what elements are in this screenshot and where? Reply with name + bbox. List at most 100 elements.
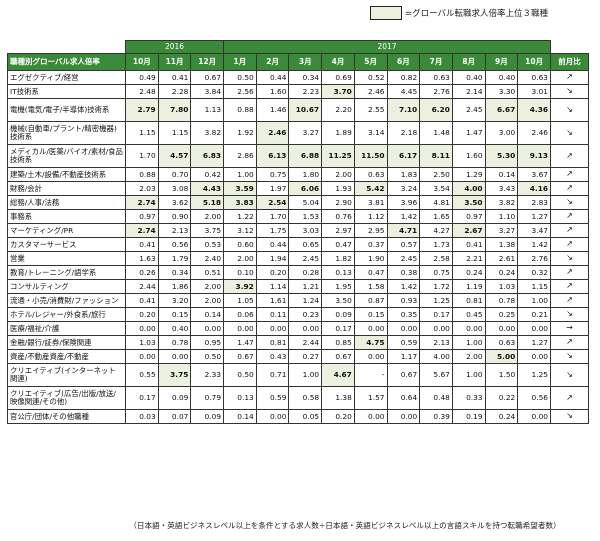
trend-arrow-icon: ↗ [550,237,589,252]
ratio-cell: 0.56 [157,237,192,252]
ratio-cell: 4.36 [517,98,551,122]
ratio-cell: 1.42 [386,279,421,294]
ratio-cell: 0.40 [451,70,486,85]
job-category-cell: 機械(自動車/プラント/精密機器)技術系 [7,121,126,145]
ratio-cell: 1.03 [125,335,159,350]
ratio-cell: 0.39 [419,409,453,424]
ratio-cell: 0.41 [125,293,159,308]
month-header: 1月 [223,53,257,71]
table-row: IT技術系 2.48 2.28 3.84 2.56 1.60 2.23 3.70 2.46 4.4… [7,84,589,99]
footnote: （日本語・英語ビジネスレベル以上を条件とする求人数÷日本語・英語ビジネスレベル以… [129,521,561,530]
table-row: クリエイティブ(インターネット関連) 0.55 3.75 2.33 0.50 0.71 1.… [7,363,589,387]
ratio-cell: 1.90 [353,251,388,266]
ratio-cell: 1.05 [223,293,257,308]
ratio-cell: 3.43 [484,181,519,196]
ratio-cell: 3.01 [517,84,551,99]
ratio-cell: 6.17 [386,144,421,168]
ratio-cell: 2.03 [125,181,159,196]
ratio-cell: 3.30 [484,84,519,99]
job-category-cell: カスタマーサービス [7,237,126,252]
table-row: コンサルティング 2.44 1.86 2.00 3.92 1.14 1.21 1.95 1.58… [7,279,589,294]
ratio-cell: 1.93 [321,181,355,196]
job-category-cell: 事務系 [7,209,126,224]
ratio-cell: 0.41 [451,237,486,252]
ratio-cell: 0.88 [125,167,159,182]
ratio-cell: 10.67 [288,98,323,122]
ratio-cell: 1.12 [353,209,388,224]
table-row: 官公庁/団体/その他職種 0.03 0.07 0.09 0.14 0.00 0.05 0.20… [7,409,589,424]
ratio-cell: 0.13 [223,386,257,410]
job-category-cell: 建築/土木/設備/不動産技術系 [7,167,126,182]
trend-arrow-icon: ↘ [550,349,589,364]
ratio-cell: 0.93 [386,293,421,308]
ratio-cell: 0.00 [419,321,453,336]
ratio-cell: 1.75 [255,223,290,238]
table-row: 資産/不動産資産/不動産 0.00 0.00 0.50 0.67 0.43 0.27 0.67… [7,349,589,364]
table-row: ホテル/レジャー/外食系/旅行 0.20 0.15 0.14 0.06 0.11 0.23 0… [7,307,589,322]
ratio-cell: 0.32 [517,265,551,280]
table-row: 機械(自動車/プラント/精密機器)技術系 1.15 1.15 3.82 1.92 2.46… [7,121,589,145]
month-header: 11月 [157,53,192,71]
table-row: カスタマーサービス 0.41 0.56 0.53 0.60 0.44 0.65 0.47 0.3… [7,237,589,252]
ratio-cell: 11.25 [321,144,355,168]
ratio-cell: 0.26 [125,265,159,280]
ratio-cell: 4.57 [157,144,192,168]
ratio-cell: 4.00 [451,181,486,196]
ratio-cell: 6.20 [419,98,453,122]
ratio-cell: 3.24 [386,181,421,196]
ratio-cell: 0.00 [386,409,421,424]
ratio-cell: 2.86 [223,144,257,168]
ratio-cell: 1.80 [288,167,323,182]
trend-arrow-icon: ↗ [550,144,589,168]
ratio-cell: 0.00 [517,349,551,364]
job-category-cell: 総務/人事/法務 [7,195,126,210]
ratio-cell: 1.65 [419,209,453,224]
ratio-cell: 1.86 [157,279,192,294]
ratio-cell: 2.40 [190,251,225,266]
ratio-cell: 4.16 [517,181,551,196]
ratio-cell: 0.17 [419,307,453,322]
ratio-cell: 1.13 [190,98,225,122]
ratio-cell: 0.48 [419,386,453,410]
trend-arrow-icon: ↘ [550,98,589,122]
ratio-cell: 1.19 [451,279,486,294]
year-2017: 2017 [223,40,551,54]
ratio-cell: 5.00 [484,349,519,364]
category-header: 職種別グローバル求人倍率 [7,53,126,71]
ratio-cell: 0.64 [386,386,421,410]
ratio-cell: 2.00 [223,251,257,266]
ratio-cell: 4.00 [419,349,453,364]
ratio-cell: 0.65 [288,237,323,252]
ratio-cell: 1.14 [255,279,290,294]
month-header: 7月 [419,53,453,71]
ratio-cell: 1.00 [451,335,486,350]
ratio-cell: 1.57 [353,386,388,410]
job-category-cell: 教育/トレーニング/語学系 [7,265,126,280]
trend-arrow-icon: ↗ [550,386,589,410]
ratio-cell: 0.00 [125,349,159,364]
table-row: 金融/銀行/証券/保険関連 1.03 0.78 0.95 1.47 0.81 2.44 0.8… [7,335,589,350]
ratio-cell: 1.29 [451,167,486,182]
ratio-cell: 0.42 [190,167,225,182]
table-row: メディカル/医薬/バイオ/素材/食品技術系 1.70 4.57 6.83 2.86 6.1… [7,144,589,168]
ratio-cell: 1.73 [419,237,453,252]
ratio-cell: 2.13 [157,223,192,238]
ratio-cell: 1.00 [288,363,323,387]
job-category-cell: IT技術系 [7,84,126,99]
ratio-cell: 0.00 [517,409,551,424]
month-header: 9月 [484,53,519,71]
month-header: 3月 [288,53,323,71]
ratio-cell: 0.41 [125,237,159,252]
ratio-cell: 0.00 [353,349,388,364]
trend-arrow-icon: ↘ [550,121,589,145]
ratio-cell: 0.78 [157,335,192,350]
ratio-cell: 6.83 [190,144,225,168]
ratio-cell: 1.25 [517,363,551,387]
ratio-cell: 0.00 [255,409,290,424]
trend-arrow-icon: ↘ [550,409,589,424]
ratio-cell: 2.67 [451,223,486,238]
ratio-cell: 1.89 [321,121,355,145]
ratio-cell: 5.67 [419,363,453,387]
ratio-cell: 1.83 [386,167,421,182]
ratio-cell: 0.17 [321,321,355,336]
